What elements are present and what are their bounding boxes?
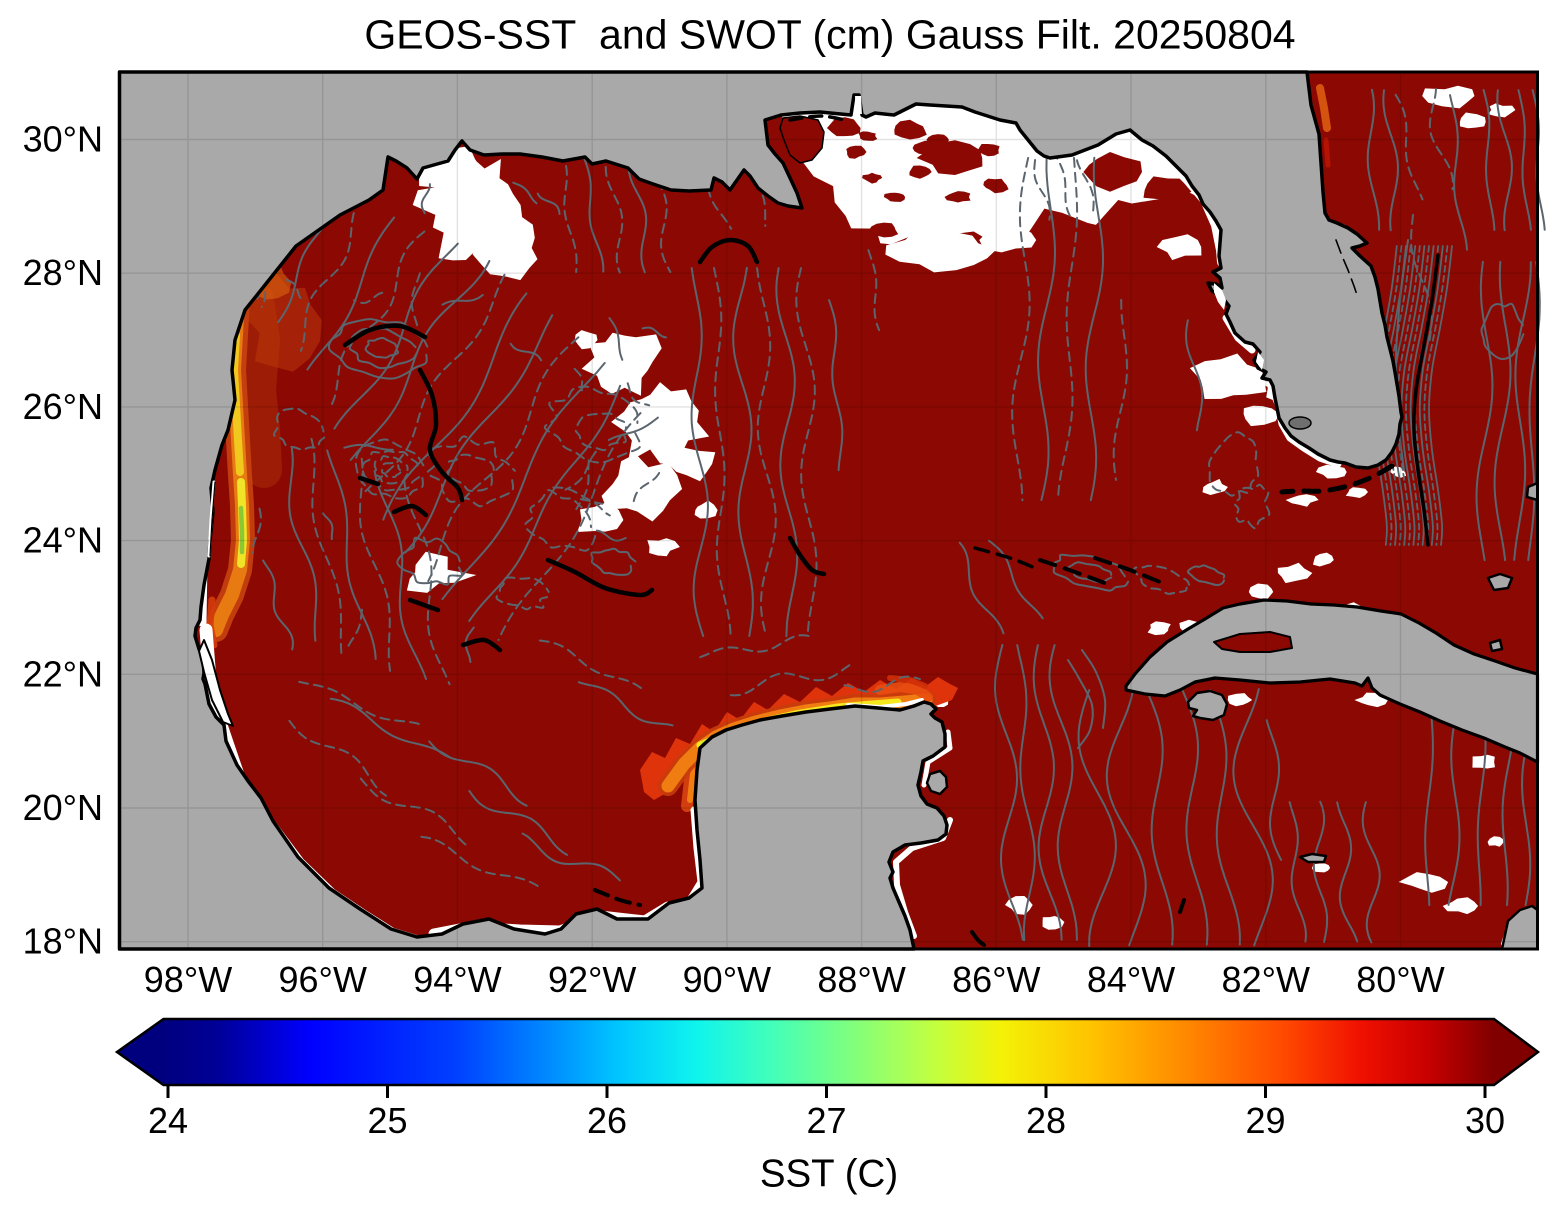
svg-text:98°W: 98°W bbox=[144, 959, 232, 1000]
svg-text:84°W: 84°W bbox=[1087, 959, 1175, 1000]
svg-text:92°W: 92°W bbox=[548, 959, 636, 1000]
svg-text:28: 28 bbox=[1026, 1100, 1066, 1141]
svg-text:25: 25 bbox=[367, 1100, 407, 1141]
svg-text:20°N: 20°N bbox=[23, 787, 103, 828]
svg-text:94°W: 94°W bbox=[413, 959, 501, 1000]
svg-text:GEOS-SST and SWOT (cm) Gauss: GEOS-SST and SWOT (cm) Gauss Filt. 20250… bbox=[364, 12, 1295, 58]
svg-text:29: 29 bbox=[1245, 1100, 1285, 1141]
svg-text:18°N: 18°N bbox=[23, 921, 103, 962]
svg-text:28°N: 28°N bbox=[23, 252, 103, 293]
svg-text:30°N: 30°N bbox=[23, 119, 103, 160]
svg-text:96°W: 96°W bbox=[279, 959, 367, 1000]
svg-text:86°W: 86°W bbox=[952, 959, 1040, 1000]
svg-text:80°W: 80°W bbox=[1356, 959, 1444, 1000]
svg-text:24°N: 24°N bbox=[23, 520, 103, 561]
svg-text:27: 27 bbox=[806, 1100, 846, 1141]
svg-text:30: 30 bbox=[1465, 1100, 1505, 1141]
svg-text:26: 26 bbox=[587, 1100, 627, 1141]
svg-text:88°W: 88°W bbox=[817, 959, 905, 1000]
svg-text:90°W: 90°W bbox=[683, 959, 771, 1000]
svg-text:26°N: 26°N bbox=[23, 386, 103, 427]
svg-text:22°N: 22°N bbox=[23, 653, 103, 694]
svg-text:82°W: 82°W bbox=[1222, 959, 1310, 1000]
svg-text:24: 24 bbox=[148, 1100, 188, 1141]
svg-text:SST (C): SST (C) bbox=[760, 1153, 898, 1196]
